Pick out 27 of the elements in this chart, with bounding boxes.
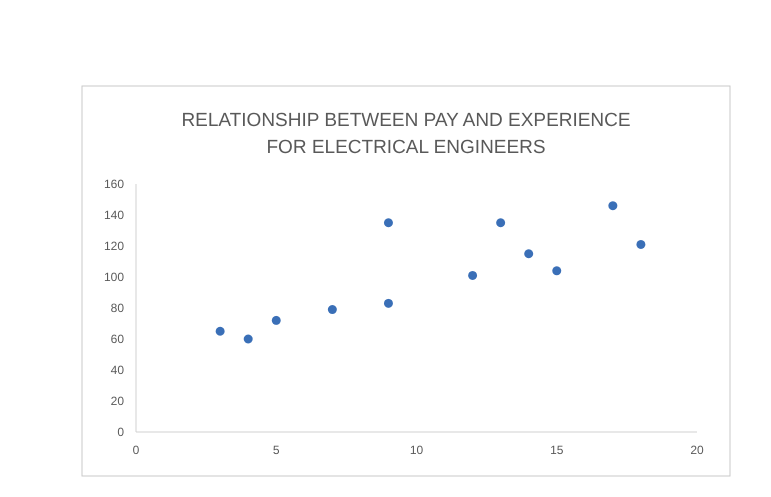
y-tick-label: 80: [110, 301, 124, 316]
point: [244, 334, 253, 344]
point: [328, 305, 337, 314]
chart-title: RELATIONSHIP BETWEEN PAY AND EXPERIENCE FOR ELECTRICAL ENGINEERS: [181, 110, 631, 158]
y-tick-label: 140: [104, 208, 124, 222]
x-tick-label: 10: [410, 443, 424, 457]
y-tick-label: 40: [110, 363, 124, 378]
y-tick-label: 20: [110, 394, 124, 408]
point: [524, 249, 534, 258]
point: [636, 240, 646, 249]
y-tick-label: 0: [117, 425, 124, 440]
y-tick-label: 60: [110, 332, 124, 346]
x-tick-label: 15: [550, 443, 564, 457]
point: [552, 266, 562, 276]
point: [496, 218, 506, 228]
x-tick-label: 0: [132, 443, 140, 457]
point: [468, 270, 478, 280]
x-tick-label: 5: [272, 443, 280, 457]
point: [608, 201, 618, 210]
y-tick-label: 160: [104, 177, 124, 192]
point: [272, 316, 281, 325]
y-tick-label: 120: [104, 239, 124, 254]
x-tick-label: 20: [690, 443, 704, 457]
point: [384, 218, 393, 228]
y-tick-label: 100: [104, 270, 124, 284]
point: [216, 326, 225, 336]
point: [384, 298, 393, 308]
